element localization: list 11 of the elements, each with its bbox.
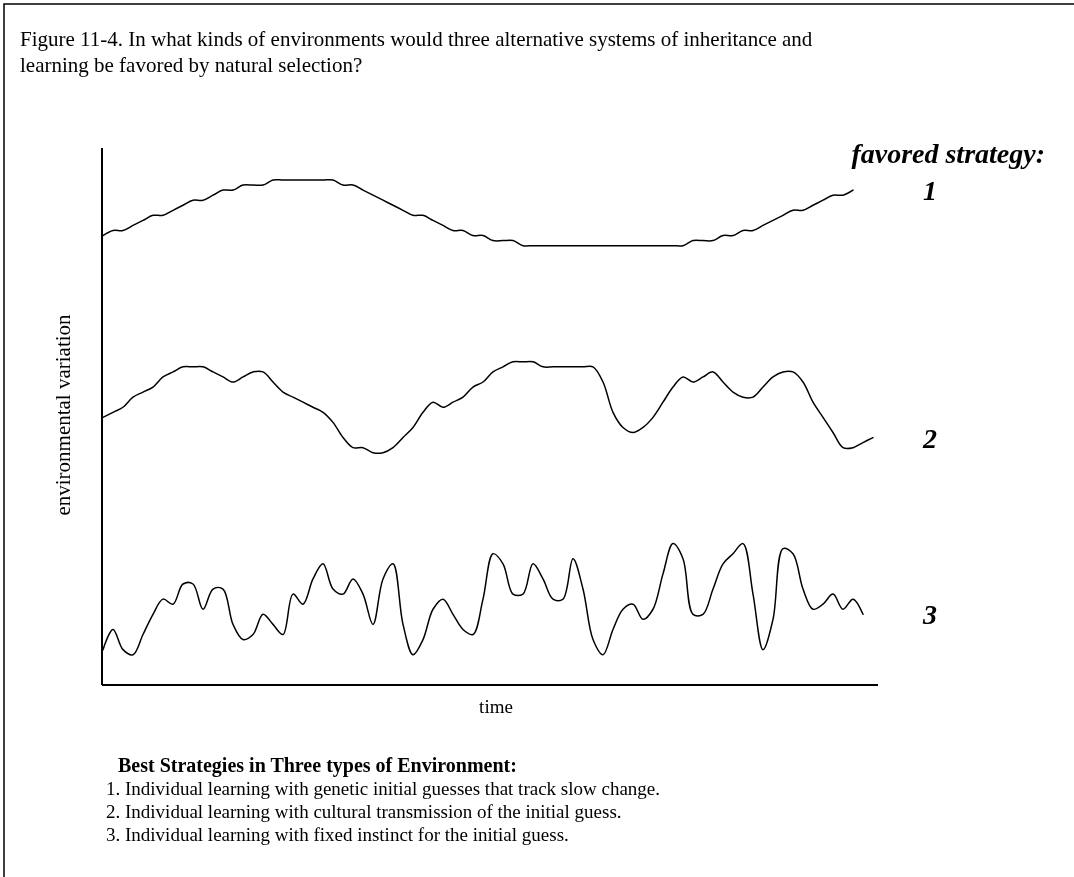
text: 3 (922, 599, 937, 631)
legend-title: favored strategy: (851, 138, 1045, 169)
series-label: 2 (922, 422, 937, 454)
y-axis-title: environmental variation (51, 313, 75, 516)
chart-title: Figure 11-4. In what kinds of environments would three alternative systems of inheritance and learning be favored by natural selection? (20, 27, 813, 77)
text: 1. Individual learning with genetic initial guesses that track slow change. (106, 778, 661, 799)
text: 1 (923, 175, 937, 207)
text: 3. Individual learning with fixed instinct for the initial guess. (106, 824, 569, 845)
text: Best Strategies in Three types of Environment: (118, 754, 517, 777)
x-axis-title: time (479, 696, 513, 717)
text: 2. Individual learning with cultural transmission of the initial guess. (106, 801, 622, 822)
